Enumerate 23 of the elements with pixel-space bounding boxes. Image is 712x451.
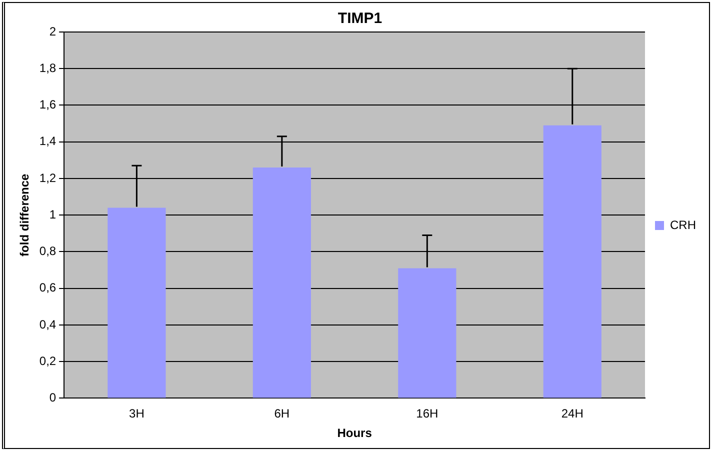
y-tick-label: 1 (49, 207, 56, 222)
y-tick-label: 1,2 (39, 170, 56, 185)
y-tick-label: 2 (49, 24, 56, 38)
y-tick-label: 1,4 (39, 134, 56, 148)
bar (398, 268, 456, 398)
x-tick-label: 6H (274, 406, 290, 421)
y-tick-label: 0,2 (39, 354, 56, 368)
y-axis-title: fold difference (18, 173, 32, 256)
bar (252, 167, 311, 398)
x-tick-label: 3H (129, 406, 144, 421)
x-axis-title: Hours (337, 426, 372, 440)
bar (108, 208, 166, 398)
x-tick-label: 16H (416, 406, 438, 421)
y-tick-label: 0,6 (39, 280, 56, 295)
bar (543, 125, 602, 398)
y-tick-label: 0 (49, 390, 56, 405)
y-tick-label: 1,8 (39, 60, 56, 75)
y-tick-label: 1,6 (39, 98, 56, 112)
chart-title: TIMP1 (338, 10, 382, 28)
x-tick-label: 24H (561, 406, 584, 421)
y-tick-label: 0,4 (39, 317, 56, 332)
y-tick-label: 0,8 (39, 244, 56, 258)
legend-label: CRH (670, 218, 696, 232)
